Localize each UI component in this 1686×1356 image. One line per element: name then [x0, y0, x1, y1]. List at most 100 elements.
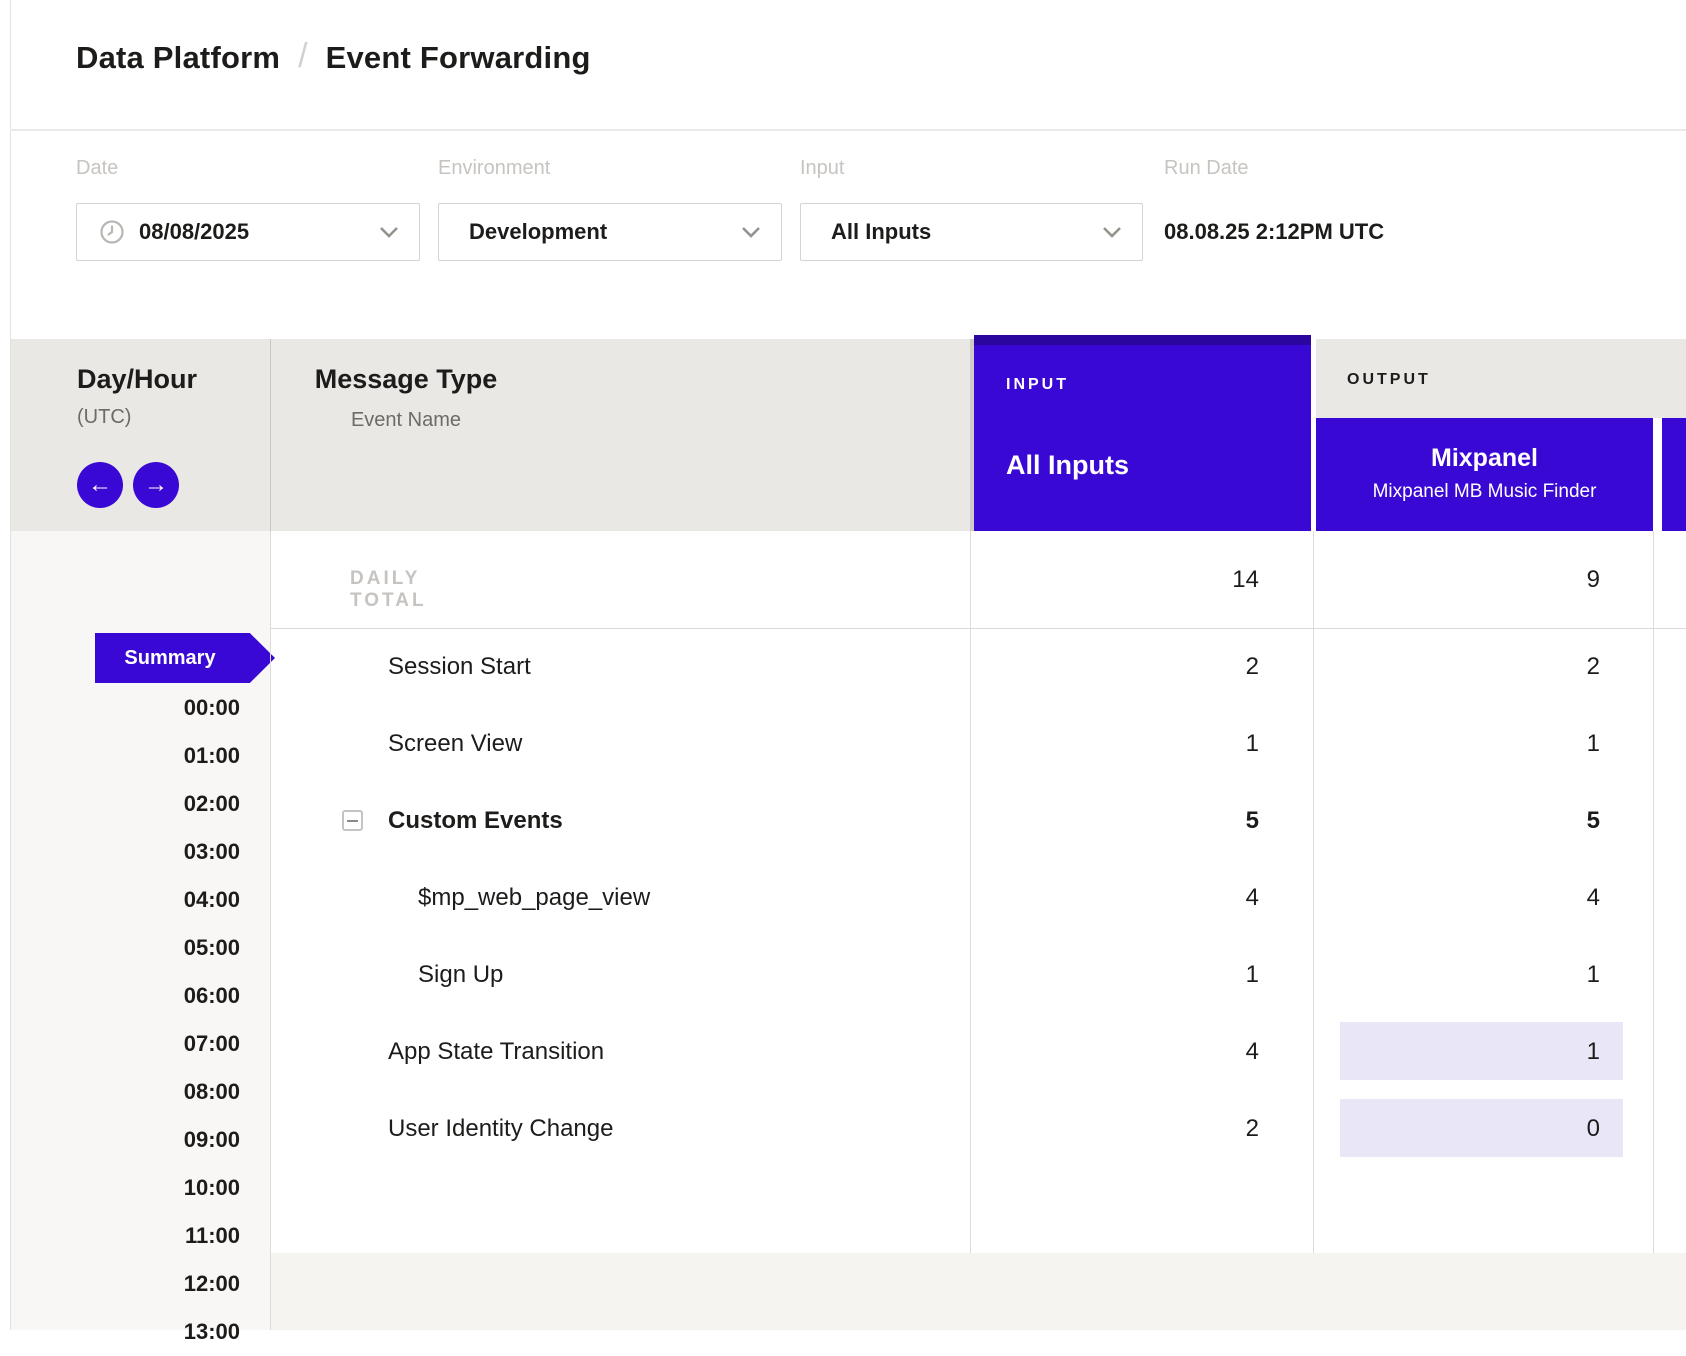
input-value-cell: 2	[1245, 652, 1259, 680]
day-hour-header-title: Day/Hour	[77, 364, 198, 394]
output-value-cell: 2	[1586, 652, 1600, 680]
breadcrumb-current: Event Forwarding	[325, 40, 591, 75]
output-value-cell: 4	[1586, 883, 1600, 911]
daily-total-label: DAILY TOTAL	[350, 568, 427, 611]
environment-filter-value: Development	[469, 219, 608, 244]
input-filter-value: All Inputs	[831, 219, 932, 244]
event-name-subtitle: Event Name	[350, 409, 462, 431]
output-value-cell: 1	[1586, 729, 1600, 757]
breadcrumb: Data Platform / Event Forwarding	[76, 36, 591, 78]
run-date-value: 08.08.25 2:12PM UTC	[1164, 219, 1385, 244]
arrow-left-icon: ←	[88, 471, 112, 498]
table-row: Session Start 2 2	[271, 628, 1686, 705]
header-divider	[10, 129, 1686, 131]
chevron-down-icon	[1102, 226, 1122, 239]
table-row: Sign Up 1 1	[271, 936, 1686, 1013]
input-column-top-strip	[974, 335, 1311, 345]
row-name: Session Start	[388, 652, 531, 680]
hour-label[interactable]: 04:00	[183, 887, 240, 912]
hour-label[interactable]: 13:00	[183, 1319, 240, 1344]
summary-tab-label: Summary	[124, 646, 216, 669]
message-type-header-title: Message Type	[314, 364, 498, 394]
input-value-cell: 4	[1245, 883, 1259, 911]
breadcrumb-parent[interactable]: Data Platform	[76, 40, 281, 75]
input-filter-select[interactable]: All Inputs	[800, 203, 1143, 261]
date-filter-select[interactable]: 08/08/2025	[76, 203, 420, 261]
column-gap	[1311, 335, 1316, 531]
prev-hour-button[interactable]: ←	[77, 462, 123, 508]
table-row: Screen View 1 1	[271, 705, 1686, 782]
input-value-cell: 5	[1245, 806, 1259, 834]
output-value-cell: 1	[1586, 960, 1600, 988]
output-value-cell: 1	[1316, 1013, 1653, 1090]
mixpanel-column-header: Mixpanel Mixpanel MB Music Finder	[1316, 418, 1653, 531]
daily-total-input-value: 14	[1232, 565, 1259, 593]
grid-vline	[270, 339, 271, 531]
input-filter-label: Input	[800, 157, 845, 179]
hour-label[interactable]: 12:00	[183, 1271, 240, 1296]
summary-tab[interactable]: Summary	[95, 633, 275, 683]
hour-label[interactable]: 01:00	[183, 743, 240, 768]
row-name: App State Transition	[388, 1037, 605, 1065]
hour-label[interactable]: 10:00	[183, 1175, 240, 1200]
grid-vline	[970, 339, 974, 531]
next-hour-button[interactable]: →	[133, 462, 179, 508]
hour-label[interactable]: 06:00	[183, 983, 240, 1008]
input-value-cell: 2	[1245, 1114, 1259, 1142]
app-left-edge	[10, 0, 11, 1330]
highlight-cell	[1340, 1099, 1623, 1157]
arrow-right-icon: →	[144, 471, 168, 498]
row-name: Screen View	[388, 729, 523, 757]
hour-label[interactable]: 07:00	[183, 1031, 240, 1056]
date-filter-label: Date	[76, 157, 119, 179]
highlight-cell	[1340, 1022, 1623, 1080]
input-column-title: All Inputs	[1006, 450, 1129, 480]
environment-filter-label: Environment	[438, 157, 551, 179]
hour-label[interactable]: 03:00	[183, 839, 240, 864]
hour-label[interactable]: 08:00	[183, 1079, 240, 1104]
output-value-cell: 0	[1316, 1090, 1653, 1167]
clock-icon	[99, 219, 125, 245]
table-row: Custom Events 5 5	[271, 782, 1686, 859]
mixpanel-column-title: Mixpanel	[1431, 444, 1538, 472]
grid-vline	[970, 531, 971, 1330]
table-row: $mp_web_page_view 4 4	[271, 859, 1686, 936]
next-output-column-sliver	[1662, 418, 1686, 531]
day-hour-utc-subtitle: (UTC)	[77, 406, 132, 428]
hour-label[interactable]: 09:00	[183, 1127, 240, 1152]
minus-icon	[347, 819, 358, 822]
output-value-cell: 5	[1586, 806, 1600, 834]
hour-label[interactable]: 05:00	[183, 935, 240, 960]
message-type-header: Message Type Event Name	[280, 364, 532, 432]
run-date-label: Run Date	[1164, 157, 1249, 179]
table-row: App State Transition 4 1	[271, 1013, 1686, 1090]
chevron-down-icon	[741, 226, 761, 239]
input-column-eyebrow: INPUT	[1006, 376, 1069, 393]
row-name: User Identity Change	[388, 1114, 614, 1142]
table-row: User Identity Change 2 0	[271, 1090, 1686, 1167]
input-value-cell: 1	[1245, 729, 1259, 757]
daily-total-divider	[271, 628, 1686, 629]
chevron-down-icon	[379, 226, 399, 239]
row-name: $mp_web_page_view	[418, 883, 651, 911]
daily-total-output-value: 9	[1586, 565, 1600, 593]
breadcrumb-separator: /	[298, 36, 308, 75]
footer-band	[271, 1253, 1686, 1330]
row-name: Custom Events	[388, 806, 563, 834]
date-filter-value: 08/08/2025	[139, 219, 250, 244]
input-value-cell: 4	[1245, 1037, 1259, 1065]
column-gap	[1653, 418, 1662, 531]
input-column-header: INPUT All Inputs	[974, 335, 1311, 531]
grid-vline	[270, 531, 271, 1330]
mixpanel-column-subtitle: Mixpanel MB Music Finder	[1372, 481, 1597, 502]
hour-label[interactable]: 02:00	[183, 791, 240, 816]
input-value-cell: 1	[1245, 960, 1259, 988]
hour-label[interactable]: 11:00	[184, 1223, 240, 1248]
output-column-label: OUTPUT	[1347, 371, 1431, 388]
grid-vline	[1653, 531, 1654, 1330]
hour-label[interactable]: 00:00	[183, 695, 240, 720]
environment-filter-select[interactable]: Development	[438, 203, 782, 261]
grid-vline	[1313, 531, 1314, 1330]
row-name: Sign Up	[418, 960, 504, 988]
collapse-toggle[interactable]	[342, 810, 363, 831]
